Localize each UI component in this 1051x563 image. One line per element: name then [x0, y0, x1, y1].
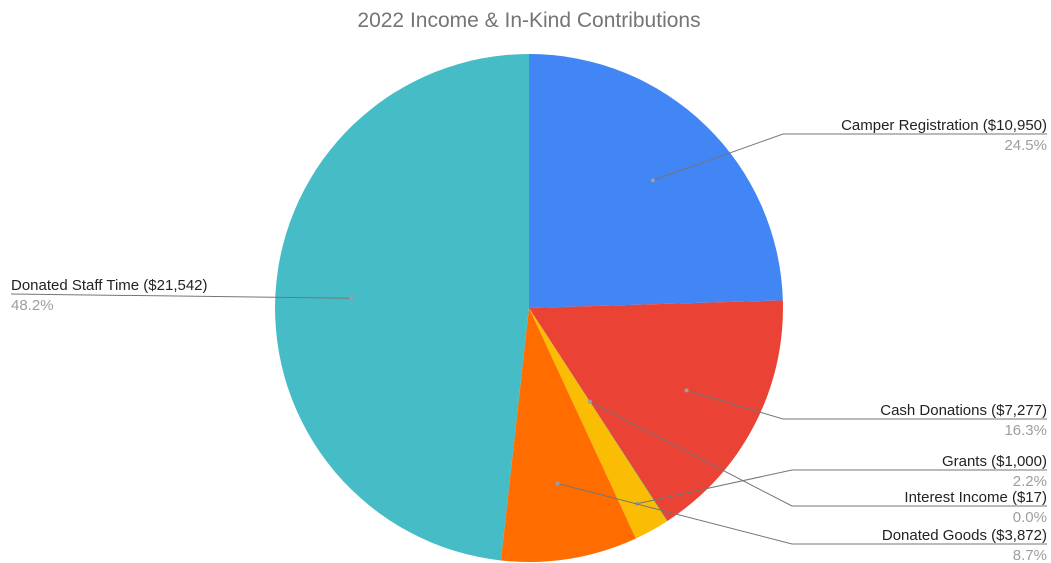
pie-label-grants: Grants ($1,000) 2.2%	[635, 453, 1047, 506]
pie-slice-donated-goods	[500, 308, 636, 562]
leader-dot	[555, 481, 560, 486]
leader-line	[636, 469, 1047, 505]
pie-label-donated-staff-time: Donated Staff Time ($21,542) 48.2%	[10, 277, 354, 314]
slice-label: Interest Income ($17)	[904, 489, 1047, 506]
slice-label: Grants ($1,000)	[942, 453, 1047, 470]
pie-label-donated-goods: Donated Goods ($3,872) 8.7%	[555, 481, 1047, 563]
slice-percent: 0.0%	[1013, 509, 1047, 526]
pie-label-interest-income: Interest Income ($17) 0.0%	[587, 399, 1047, 526]
pie-slices	[275, 54, 783, 562]
slice-label: Camper Registration ($10,950)	[841, 117, 1047, 134]
pie-slice-grants	[529, 308, 668, 539]
pie-label-cash-donations: Cash Donations ($7,277) 16.3%	[684, 388, 1047, 439]
pie-slice-camper-registration	[529, 54, 783, 308]
slice-label: Donated Staff Time ($21,542)	[11, 277, 208, 294]
slice-percent: 16.3%	[1004, 422, 1047, 439]
leader-dot	[684, 388, 689, 393]
leader-line	[10, 293, 352, 299]
slice-percent: 8.7%	[1013, 547, 1047, 563]
leader-line	[686, 389, 1047, 420]
pie-slice-donated-staff-time	[275, 54, 529, 561]
pie-label-camper-registration: Camper Registration ($10,950) 24.5%	[650, 117, 1047, 183]
leader-dot	[650, 178, 655, 183]
pie-slice-cash-donations	[529, 300, 783, 521]
leader-line	[589, 401, 1047, 507]
leader-dot	[587, 399, 592, 404]
slice-label: Donated Goods ($3,872)	[882, 527, 1047, 544]
leader-dot	[349, 296, 354, 301]
slice-percent: 24.5%	[1004, 137, 1047, 154]
slice-percent: 48.2%	[11, 297, 54, 314]
chart-title: 2022 Income & In-Kind Contributions	[357, 9, 700, 32]
leader-line	[652, 133, 1047, 181]
pie-slice-interest-income	[529, 308, 668, 522]
slice-percent: 2.2%	[1013, 473, 1047, 490]
slice-label: Cash Donations ($7,277)	[880, 402, 1047, 419]
leader-line	[557, 483, 1047, 545]
pie-labels: Camper Registration ($10,950) 24.5% Cash D…	[10, 117, 1047, 563]
